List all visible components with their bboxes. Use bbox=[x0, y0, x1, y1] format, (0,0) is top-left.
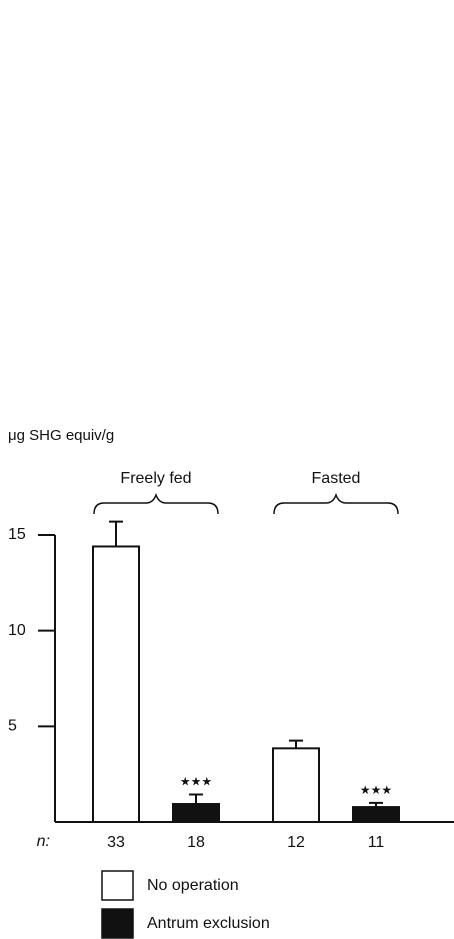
bar bbox=[352, 806, 400, 823]
error-bar bbox=[189, 793, 203, 805]
legend-label: Antrum exclusion bbox=[147, 915, 270, 932]
legend-swatch bbox=[101, 908, 134, 939]
group-brace bbox=[93, 492, 219, 515]
significance: ★★★ bbox=[180, 775, 212, 789]
error-bar bbox=[289, 739, 303, 749]
n-value: 11 bbox=[368, 834, 385, 851]
bar bbox=[92, 545, 140, 823]
n-value: 33 bbox=[107, 834, 125, 851]
y-tick-label: 5 bbox=[8, 718, 17, 735]
group-brace bbox=[273, 492, 399, 515]
n-label: n: bbox=[37, 833, 50, 850]
legend-swatch bbox=[101, 870, 134, 901]
legend-label: No operation bbox=[147, 877, 239, 894]
significance: ★★★ bbox=[360, 783, 392, 797]
y-tick-label: 15 bbox=[8, 526, 26, 543]
n-value: 18 bbox=[187, 834, 205, 851]
n-value: 12 bbox=[287, 834, 305, 851]
error-bar bbox=[109, 520, 123, 547]
bar bbox=[172, 803, 220, 823]
y-tick-label: 10 bbox=[8, 622, 26, 639]
y-axis-label: μg SHG equiv/g bbox=[8, 427, 114, 444]
bar bbox=[272, 747, 320, 823]
group-label: Freely fed bbox=[120, 470, 191, 487]
error-bar bbox=[369, 801, 383, 808]
group-label: Fasted bbox=[312, 470, 361, 487]
